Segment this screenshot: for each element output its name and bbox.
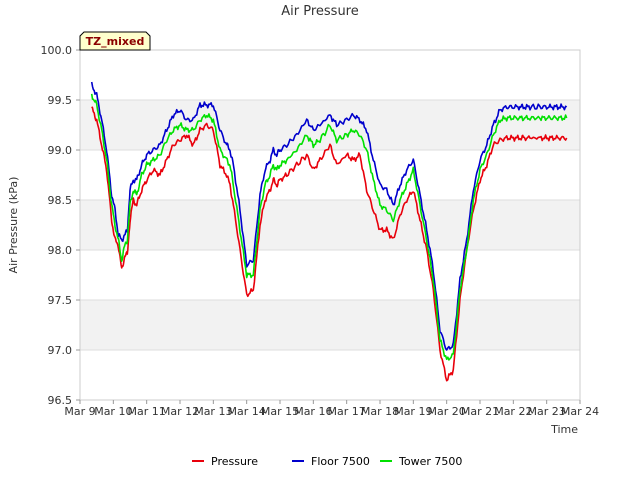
plot-band bbox=[80, 100, 580, 150]
x-tick-label: Mar 23 bbox=[528, 405, 566, 418]
tz-badge-box bbox=[79, 31, 151, 51]
x-tick-label: Mar 16 bbox=[294, 405, 332, 418]
legend-label: Tower 7500 bbox=[398, 455, 462, 468]
series-line-tower-7500 bbox=[90, 93, 568, 361]
plot-band bbox=[80, 250, 580, 300]
x-tick-label: Mar 12 bbox=[161, 405, 199, 418]
grid-lines bbox=[80, 49, 580, 401]
x-tick-label: Mar 22 bbox=[494, 405, 532, 418]
y-tick-label: 99.0 bbox=[48, 144, 73, 157]
x-axis-title: Time bbox=[550, 423, 578, 436]
plot-band bbox=[80, 200, 580, 250]
plot-background bbox=[80, 50, 580, 400]
x-tick-label: Mar 10 bbox=[94, 405, 132, 418]
y-axis-ticks: 96.5 97.0 97.5 98.0 98.5 99.0 99.5 100.0 bbox=[41, 44, 80, 407]
plot-band bbox=[80, 150, 580, 200]
y-tick-label: 100.0 bbox=[41, 44, 73, 57]
plot-frame bbox=[79, 49, 581, 401]
legend: Pressure Floor 7500 Tower 7500 bbox=[192, 455, 462, 468]
x-tick-label: Mar 17 bbox=[328, 405, 366, 418]
tz-badge: TZ_mixed bbox=[79, 31, 151, 51]
x-tick-label: Mar 18 bbox=[361, 405, 399, 418]
legend-label: Floor 7500 bbox=[311, 455, 370, 468]
x-tick-label: Mar 14 bbox=[228, 405, 266, 418]
series-line-floor-7500 bbox=[90, 81, 568, 351]
y-tick-label: 99.5 bbox=[48, 94, 73, 107]
y-tick-label: 97.5 bbox=[48, 294, 73, 307]
series-line-pressure bbox=[91, 106, 568, 382]
legend-label: Pressure bbox=[211, 455, 258, 468]
x-tick-label: Mar 20 bbox=[428, 405, 466, 418]
y-tick-label: 98.0 bbox=[48, 244, 73, 257]
x-tick-label: Mar 24 bbox=[561, 405, 599, 418]
x-tick-label: Mar 19 bbox=[394, 405, 432, 418]
tz-badge-label: TZ_mixed bbox=[86, 35, 145, 48]
plot-band bbox=[80, 50, 580, 100]
series-lines bbox=[90, 81, 568, 382]
y-axis-title: Air Pressure (kPa) bbox=[7, 177, 20, 274]
x-tick-label: Mar 21 bbox=[461, 405, 499, 418]
y-tick-label: 97.0 bbox=[48, 344, 73, 357]
y-tick-label: 96.5 bbox=[48, 394, 73, 407]
x-tick-label: Mar 11 bbox=[128, 405, 166, 418]
y-tick-label: 98.5 bbox=[48, 194, 73, 207]
plot-band bbox=[80, 350, 580, 400]
chart-title: Air Pressure bbox=[281, 4, 359, 19]
x-tick-label: Mar 13 bbox=[194, 405, 232, 418]
x-tick-label: Mar 9 bbox=[64, 405, 95, 418]
plot-band bbox=[80, 300, 580, 350]
x-tick-label: Mar 15 bbox=[261, 405, 299, 418]
